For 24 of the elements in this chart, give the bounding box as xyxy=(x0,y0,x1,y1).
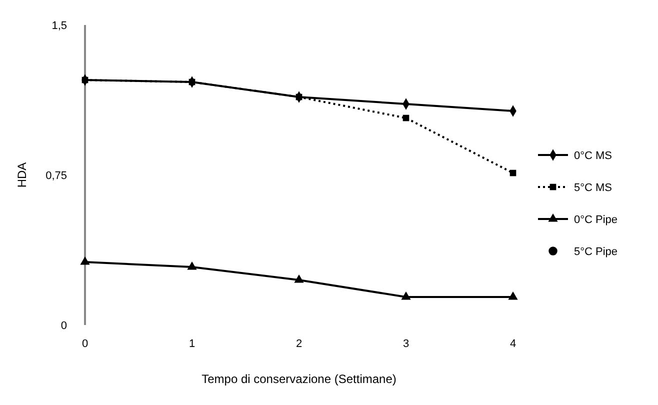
point xyxy=(401,291,411,300)
point xyxy=(187,261,197,270)
legend-label: 0°C MS xyxy=(574,150,612,162)
legend-label: 0°C Pipe xyxy=(574,214,618,226)
point xyxy=(294,274,304,283)
point xyxy=(82,76,88,84)
x-tick-label: 1 xyxy=(188,338,196,350)
x-tick-label: 3 xyxy=(402,338,410,350)
point xyxy=(402,114,410,122)
legend-label: 5°C MS xyxy=(574,182,612,194)
x-tick-label: 4 xyxy=(510,338,516,350)
point xyxy=(508,291,518,300)
y-axis-title: HDA xyxy=(15,162,29,188)
x-axis-title: Tempo di conservazione (Settimane) xyxy=(202,372,396,386)
y-tick-label: 1,5 xyxy=(52,20,67,32)
point xyxy=(80,256,90,265)
y-tick-label: 0,75 xyxy=(46,170,67,182)
point xyxy=(510,170,516,176)
x-tick-label: 0 xyxy=(82,338,88,350)
y-tick-label: 0 xyxy=(60,320,67,332)
legend-label: 5°C Pipe xyxy=(574,246,618,258)
point xyxy=(188,78,196,86)
x-tick-label: 2 xyxy=(296,338,302,350)
point xyxy=(296,94,302,100)
